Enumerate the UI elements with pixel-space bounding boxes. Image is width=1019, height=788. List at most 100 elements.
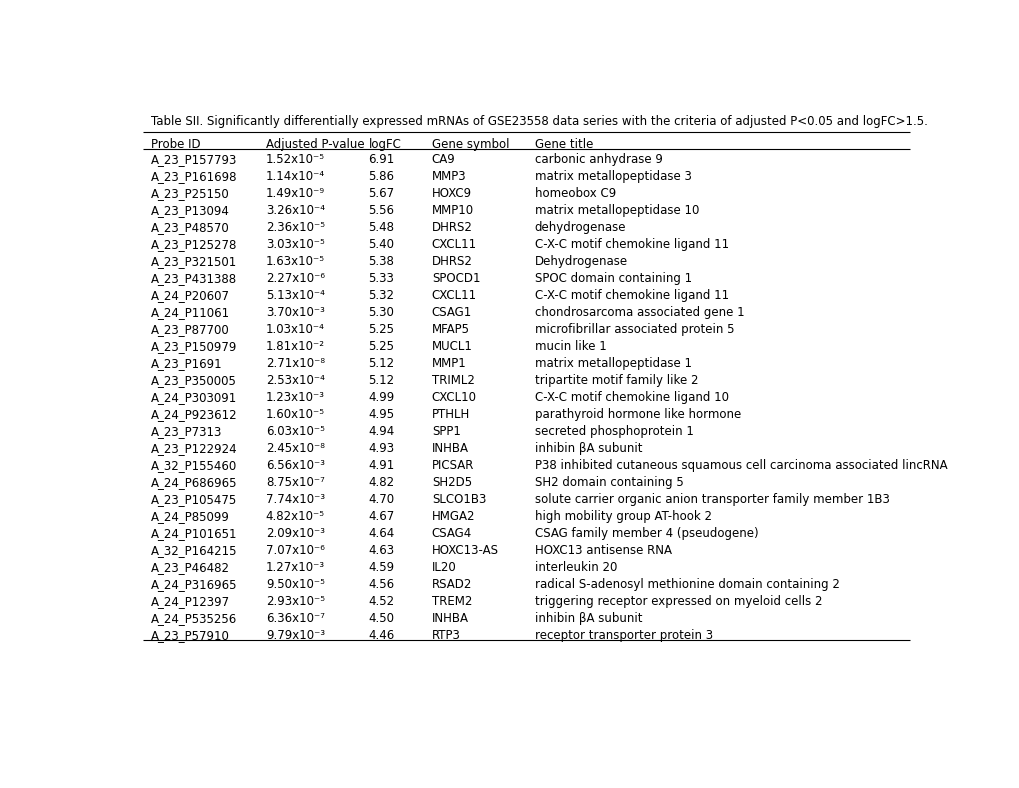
Text: 6.36x10⁻⁷: 6.36x10⁻⁷: [266, 612, 324, 625]
Text: A_23_P350005: A_23_P350005: [151, 374, 236, 387]
Text: SH2D5: SH2D5: [431, 476, 472, 489]
Text: HMGA2: HMGA2: [431, 510, 475, 523]
Text: RSAD2: RSAD2: [431, 578, 472, 591]
Text: A_23_P1691: A_23_P1691: [151, 357, 222, 370]
Text: 3.26x10⁻⁴: 3.26x10⁻⁴: [266, 204, 324, 217]
Text: A_23_P321501: A_23_P321501: [151, 255, 237, 269]
Text: matrix metallopeptidase 10: matrix metallopeptidase 10: [534, 204, 698, 217]
Text: 2.71x10⁻⁸: 2.71x10⁻⁸: [266, 357, 324, 370]
Text: MFAP5: MFAP5: [431, 323, 470, 336]
Text: 3.70x10⁻³: 3.70x10⁻³: [266, 307, 324, 319]
Text: 1.52x10⁻⁵: 1.52x10⁻⁵: [266, 154, 324, 166]
Text: matrix metallopeptidase 1: matrix metallopeptidase 1: [534, 357, 691, 370]
Text: 5.25: 5.25: [368, 340, 394, 353]
Text: microfibrillar associated protein 5: microfibrillar associated protein 5: [534, 323, 734, 336]
Text: INHBA: INHBA: [431, 442, 469, 455]
Text: 3.03x10⁻⁵: 3.03x10⁻⁵: [266, 238, 324, 251]
Text: Dehydrogenase: Dehydrogenase: [534, 255, 627, 269]
Text: 2.93x10⁻⁵: 2.93x10⁻⁵: [266, 595, 324, 608]
Text: C-X-C motif chemokine ligand 11: C-X-C motif chemokine ligand 11: [534, 238, 728, 251]
Text: 1.63x10⁻⁵: 1.63x10⁻⁵: [266, 255, 324, 269]
Text: 5.32: 5.32: [368, 289, 394, 303]
Text: Gene title: Gene title: [534, 138, 592, 151]
Text: SPP1: SPP1: [431, 426, 461, 438]
Text: 4.95: 4.95: [368, 408, 394, 422]
Text: 5.86: 5.86: [368, 170, 394, 184]
Text: DHRS2: DHRS2: [431, 221, 472, 234]
Text: Gene symbol: Gene symbol: [431, 138, 508, 151]
Text: 1.81x10⁻²: 1.81x10⁻²: [266, 340, 324, 353]
Text: A_23_P46482: A_23_P46482: [151, 561, 230, 574]
Text: high mobility group AT-hook 2: high mobility group AT-hook 2: [534, 510, 711, 523]
Text: A_24_P923612: A_24_P923612: [151, 408, 237, 422]
Text: 1.27x10⁻³: 1.27x10⁻³: [266, 561, 325, 574]
Text: A_24_P686965: A_24_P686965: [151, 476, 237, 489]
Text: DHRS2: DHRS2: [431, 255, 472, 269]
Text: SLCO1B3: SLCO1B3: [431, 493, 486, 506]
Text: 9.50x10⁻⁵: 9.50x10⁻⁵: [266, 578, 324, 591]
Text: A_24_P303091: A_24_P303091: [151, 392, 237, 404]
Text: 4.94: 4.94: [368, 426, 394, 438]
Text: A_23_P431388: A_23_P431388: [151, 273, 237, 285]
Text: parathyroid hormone like hormone: parathyroid hormone like hormone: [534, 408, 740, 422]
Text: 4.82: 4.82: [368, 476, 394, 489]
Text: 7.74x10⁻³: 7.74x10⁻³: [266, 493, 325, 506]
Text: 4.99: 4.99: [368, 392, 394, 404]
Text: chondrosarcoma associated gene 1: chondrosarcoma associated gene 1: [534, 307, 744, 319]
Text: CXCL10: CXCL10: [431, 392, 476, 404]
Text: CSAG family member 4 (pseudogene): CSAG family member 4 (pseudogene): [534, 527, 757, 541]
Text: 4.67: 4.67: [368, 510, 394, 523]
Text: A_24_P11061: A_24_P11061: [151, 307, 230, 319]
Text: 7.07x10⁻⁶: 7.07x10⁻⁶: [266, 545, 324, 557]
Text: A_23_P105475: A_23_P105475: [151, 493, 237, 506]
Text: 1.03x10⁻⁴: 1.03x10⁻⁴: [266, 323, 324, 336]
Text: PICSAR: PICSAR: [431, 459, 474, 472]
Text: 2.45x10⁻⁸: 2.45x10⁻⁸: [266, 442, 324, 455]
Text: MMP10: MMP10: [431, 204, 474, 217]
Text: C-X-C motif chemokine ligand 11: C-X-C motif chemokine ligand 11: [534, 289, 728, 303]
Text: HOXC13 antisense RNA: HOXC13 antisense RNA: [534, 545, 671, 557]
Text: 9.79x10⁻³: 9.79x10⁻³: [266, 629, 325, 642]
Text: 4.64: 4.64: [368, 527, 394, 541]
Text: 4.46: 4.46: [368, 629, 394, 642]
Text: Probe ID: Probe ID: [151, 138, 201, 151]
Text: secreted phosphoprotein 1: secreted phosphoprotein 1: [534, 426, 693, 438]
Text: 6.56x10⁻³: 6.56x10⁻³: [266, 459, 324, 472]
Text: A_23_P25150: A_23_P25150: [151, 188, 229, 200]
Text: TRIML2: TRIML2: [431, 374, 474, 387]
Text: CSAG1: CSAG1: [431, 307, 472, 319]
Text: tripartite motif family like 2: tripartite motif family like 2: [534, 374, 697, 387]
Text: 5.25: 5.25: [368, 323, 394, 336]
Text: 1.49x10⁻⁹: 1.49x10⁻⁹: [266, 188, 325, 200]
Text: A_24_P101651: A_24_P101651: [151, 527, 237, 541]
Text: CXCL11: CXCL11: [431, 289, 477, 303]
Text: 1.14x10⁻⁴: 1.14x10⁻⁴: [266, 170, 325, 184]
Text: 4.50: 4.50: [368, 612, 394, 625]
Text: INHBA: INHBA: [431, 612, 469, 625]
Text: RTP3: RTP3: [431, 629, 461, 642]
Text: solute carrier organic anion transporter family member 1B3: solute carrier organic anion transporter…: [534, 493, 889, 506]
Text: A_32_P164215: A_32_P164215: [151, 545, 237, 557]
Text: A_23_P122924: A_23_P122924: [151, 442, 237, 455]
Text: SH2 domain containing 5: SH2 domain containing 5: [534, 476, 683, 489]
Text: 6.03x10⁻⁵: 6.03x10⁻⁵: [266, 426, 324, 438]
Text: P38 inhibited cutaneous squamous cell carcinoma associated lincRNA: P38 inhibited cutaneous squamous cell ca…: [534, 459, 947, 472]
Text: A_23_P157793: A_23_P157793: [151, 154, 237, 166]
Text: 4.82x10⁻⁵: 4.82x10⁻⁵: [266, 510, 324, 523]
Text: A_23_P48570: A_23_P48570: [151, 221, 229, 234]
Text: radical S-adenosyl methionine domain containing 2: radical S-adenosyl methionine domain con…: [534, 578, 839, 591]
Text: PTHLH: PTHLH: [431, 408, 470, 422]
Text: TREM2: TREM2: [431, 595, 472, 608]
Text: MUCL1: MUCL1: [431, 340, 472, 353]
Text: 4.91: 4.91: [368, 459, 394, 472]
Text: SPOCD1: SPOCD1: [431, 273, 480, 285]
Text: MMP1: MMP1: [431, 357, 466, 370]
Text: CXCL11: CXCL11: [431, 238, 477, 251]
Text: A_24_P316965: A_24_P316965: [151, 578, 237, 591]
Text: A_24_P20607: A_24_P20607: [151, 289, 230, 303]
Text: 5.56: 5.56: [368, 204, 394, 217]
Text: A_24_P12397: A_24_P12397: [151, 595, 230, 608]
Text: receptor transporter protein 3: receptor transporter protein 3: [534, 629, 712, 642]
Text: triggering receptor expressed on myeloid cells 2: triggering receptor expressed on myeloid…: [534, 595, 821, 608]
Text: 2.09x10⁻³: 2.09x10⁻³: [266, 527, 324, 541]
